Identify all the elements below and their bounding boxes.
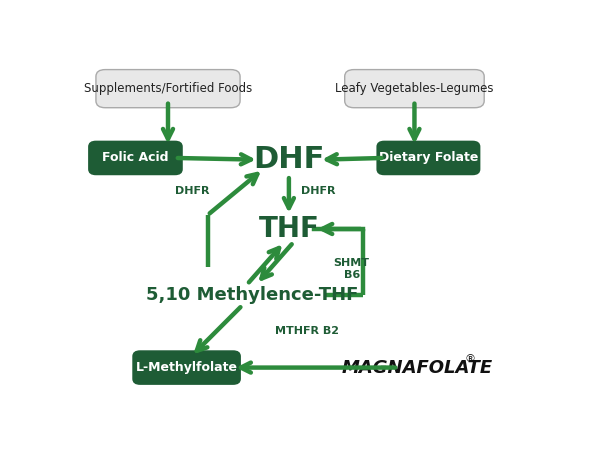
Text: MAGNAFOLATE: MAGNAFOLATE	[341, 359, 493, 377]
FancyBboxPatch shape	[96, 70, 240, 108]
Text: L-Methylfolate: L-Methylfolate	[136, 361, 238, 374]
FancyBboxPatch shape	[344, 70, 484, 108]
FancyBboxPatch shape	[377, 141, 479, 175]
Text: Folic Acid: Folic Acid	[102, 152, 169, 164]
Text: DHFR: DHFR	[301, 186, 335, 196]
Text: Supplements/Fortified Foods: Supplements/Fortified Foods	[84, 82, 252, 95]
Text: Leafy Vegetables-Legumes: Leafy Vegetables-Legumes	[335, 82, 494, 95]
Text: DHFR: DHFR	[175, 186, 209, 196]
Text: Dietary Folate: Dietary Folate	[379, 152, 478, 164]
Text: 5,10 Methylence-THF: 5,10 Methylence-THF	[146, 286, 358, 304]
Text: THF: THF	[259, 215, 319, 243]
FancyBboxPatch shape	[133, 351, 240, 384]
Text: ®: ®	[465, 354, 476, 364]
Text: MTHFR B2: MTHFR B2	[275, 326, 339, 336]
FancyBboxPatch shape	[89, 141, 182, 175]
Text: SHMT
B6: SHMT B6	[334, 258, 370, 279]
Text: DHF: DHF	[253, 145, 325, 174]
